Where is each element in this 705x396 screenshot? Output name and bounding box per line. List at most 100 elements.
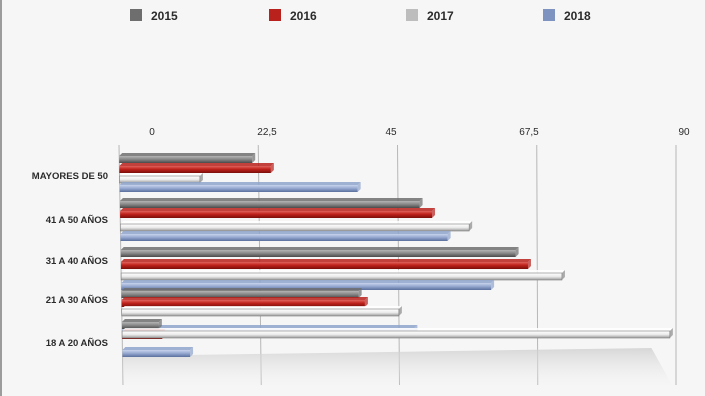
bar-end-cap <box>270 163 274 173</box>
bar-front-face <box>121 291 359 298</box>
tick-label-1: 22,5 <box>257 127 277 138</box>
bar-top-face <box>120 247 519 250</box>
category-label-18-a-20: 18 A 20 AÑOS <box>46 338 108 349</box>
bar-2017-4 <box>121 328 673 339</box>
bar-2015-0 <box>119 153 256 163</box>
y-axis-categories: MAYORES DE 50 41 A 50 AÑOS 31 A 40 AÑOS … <box>32 171 108 349</box>
category-label-21-a-30: 21 A 30 AÑOS <box>46 295 108 306</box>
floor-shadow <box>122 348 677 392</box>
bars <box>119 153 673 357</box>
bar-top-face <box>121 306 402 309</box>
bar-end-cap <box>199 173 203 183</box>
bar-end-cap <box>561 270 565 280</box>
bar-front-face <box>119 201 420 208</box>
legend-label-2016: 2016 <box>290 9 317 23</box>
legend-label-2015: 2015 <box>151 9 178 23</box>
bar-end-cap <box>447 231 451 241</box>
bar-2015-1 <box>119 198 423 208</box>
category-label-31-a-40: 31 A 40 AÑOS <box>46 256 108 267</box>
legend: 2015 2016 2017 2018 <box>130 9 591 23</box>
bar-top-face <box>119 182 361 185</box>
bar-2018-0 <box>119 182 361 192</box>
bar-2015-2 <box>120 247 519 257</box>
legend-item-2016: 2016 <box>269 9 317 23</box>
bar-2016-0 <box>119 163 274 173</box>
bar-2016-2 <box>120 259 531 269</box>
bar-top-face <box>121 319 162 322</box>
bar-2018-1 <box>120 231 451 241</box>
legend-swatch-2016 <box>269 9 281 21</box>
bar-front-face <box>121 308 400 317</box>
tick-label-3: 67,5 <box>519 127 539 138</box>
bar-top-face <box>121 288 362 291</box>
bar-top-face <box>122 325 418 328</box>
legend-label-2018: 2018 <box>564 9 591 23</box>
legend-swatch-2018 <box>543 9 555 21</box>
legend-label-2017: 2017 <box>427 9 454 23</box>
bar-2017-1 <box>120 221 473 232</box>
bar-2018-4 <box>122 347 194 357</box>
bar-top-face <box>120 208 436 211</box>
bar-end-cap <box>527 259 531 269</box>
bar-2016-1 <box>120 208 436 218</box>
bar-end-cap <box>432 208 436 218</box>
bar-end-cap <box>398 306 402 316</box>
bar-end-cap <box>669 328 673 338</box>
bar-front-face <box>122 350 191 357</box>
bar-top-face <box>121 270 565 273</box>
legend-swatch-2017 <box>406 9 418 21</box>
bar-front-face <box>120 272 563 281</box>
bar-end-cap <box>357 182 361 192</box>
x-axis-ticks: 0 22,5 45 67,5 90 <box>149 127 690 138</box>
bar-front-face <box>120 234 448 241</box>
bar-2018-2 <box>121 280 495 290</box>
bar-front-face <box>119 156 253 163</box>
bar-front-face <box>120 250 516 257</box>
tick-label-2: 45 <box>385 127 397 138</box>
bar-top-face <box>119 173 203 176</box>
bar-end-cap <box>252 153 256 163</box>
bar-top-face <box>122 347 194 350</box>
gridline-3 <box>536 144 539 386</box>
legend-item-2018: 2018 <box>543 9 591 23</box>
bar-end-cap <box>469 221 473 231</box>
legend-item-2017: 2017 <box>406 9 454 23</box>
bar-top-face <box>119 163 274 166</box>
bar-top-face <box>120 259 531 262</box>
bar-2017-2 <box>120 270 565 281</box>
legend-swatch-2015 <box>130 9 142 21</box>
bar-top-face <box>120 221 473 224</box>
bar-end-cap <box>358 288 362 298</box>
bar-front-face <box>120 223 470 232</box>
bar-2017-3 <box>121 306 402 317</box>
bar-front-face <box>120 262 528 269</box>
bar-end-cap <box>364 297 368 307</box>
tick-label-0: 0 <box>149 127 155 138</box>
bar-front-face <box>121 283 492 290</box>
bar-end-cap <box>491 280 495 290</box>
bar-front-face <box>121 330 671 339</box>
bar-top-face <box>120 231 451 234</box>
bar-top-face <box>119 153 256 156</box>
bar-end-cap <box>158 319 162 329</box>
frame-edge <box>0 0 2 396</box>
category-label-mayores-de-50: MAYORES DE 50 <box>32 171 108 182</box>
bar-end-cap <box>419 198 423 208</box>
tick-label-4: 90 <box>678 127 690 138</box>
bar-top-face <box>122 328 673 331</box>
bar-front-face <box>121 322 159 329</box>
bar-2016-3 <box>121 297 368 307</box>
bar-2015-3 <box>121 288 362 298</box>
bar-2015-4 <box>121 319 162 329</box>
bar-front-face <box>119 166 271 173</box>
bar-top-face <box>121 297 368 300</box>
bar-top-face <box>119 198 423 201</box>
floor-shadow-shape <box>122 348 677 392</box>
legend-item-2015: 2015 <box>130 9 178 23</box>
bar-front-face <box>119 175 201 184</box>
bar-top-face <box>121 280 495 283</box>
bar-end-cap <box>515 247 519 257</box>
bar-front-face <box>120 211 433 218</box>
bar-end-cap <box>190 347 194 357</box>
